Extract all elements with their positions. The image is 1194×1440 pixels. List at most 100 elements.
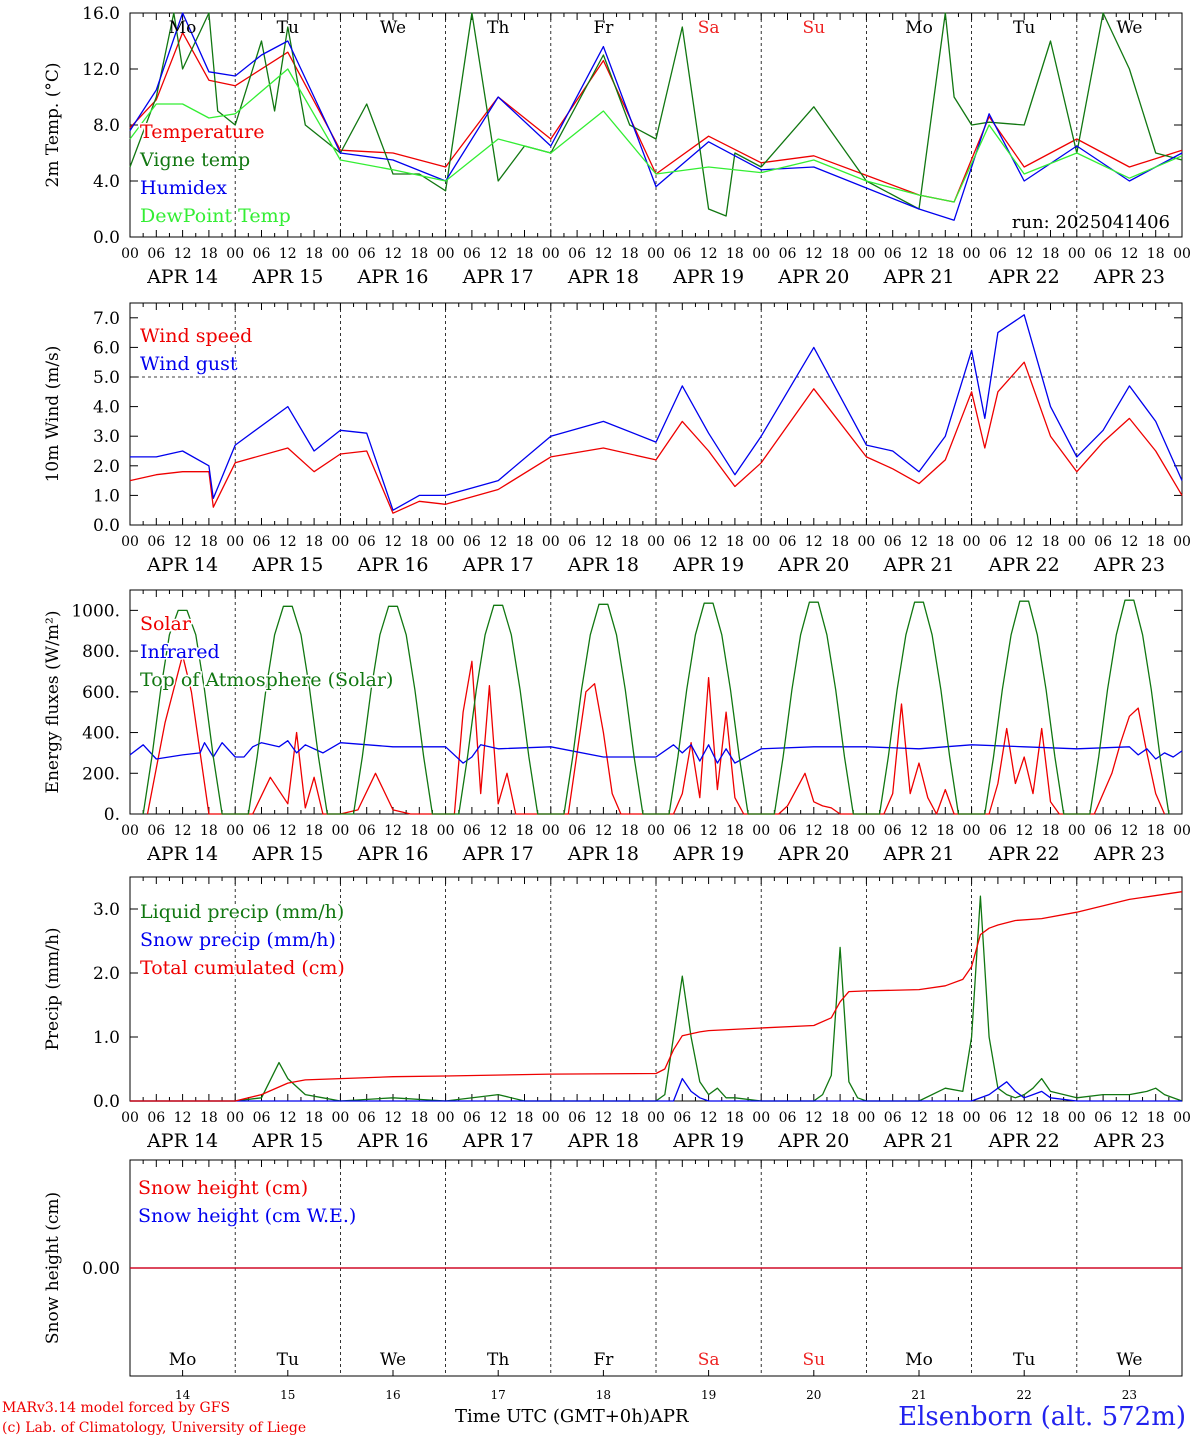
hour-tick-label: 12 [384,1110,402,1126]
date-label: APR 16 [356,843,428,865]
date-label: APR 20 [777,266,849,288]
day-number-label: 21 [911,1388,926,1400]
hour-tick-label: 00 [542,246,560,262]
hour-tick-label: 12 [1120,534,1138,550]
hour-tick-label: 18 [410,246,428,262]
hour-tick-label: 06 [358,534,376,550]
y-tick-label: 1.0 [93,486,120,506]
hour-tick-label: 12 [489,246,507,262]
series-infrared-line [129,740,1183,764]
hour-tick-label: 00 [1068,534,1086,550]
hour-tick-label: 00 [121,534,139,550]
hour-tick-label: 06 [253,534,271,550]
hour-tick-label: 06 [147,1110,165,1126]
y-tick-label: 0.0 [93,1092,120,1112]
hour-tick-label: 06 [147,823,165,839]
day-number-label: 14 [175,1388,191,1400]
hour-tick-label: 06 [253,246,271,262]
hour-tick-label: 00 [752,534,770,550]
hour-tick-label: 12 [174,1110,192,1126]
date-label: APR 22 [988,843,1060,865]
legend-entry: Snow precip (mm/h) [140,929,336,951]
date-label: APR 22 [988,554,1060,576]
legend-entry: Snow height (cm W.E.) [138,1205,356,1227]
date-label: APR 19 [672,1130,744,1152]
hour-tick-label: 06 [1094,1110,1112,1126]
y-tick-label: 400. [82,724,120,744]
y-tick-label: 2.0 [93,457,120,477]
hour-tick-label: 06 [779,1110,797,1126]
hour-tick-label: 12 [910,534,928,550]
date-label: APR 16 [356,554,428,576]
weekday-label: We [380,1350,406,1370]
hour-tick-label: 06 [673,823,691,839]
hour-tick-label: 00 [752,823,770,839]
hour-tick-label: 12 [700,534,718,550]
hour-tick-label: 06 [673,246,691,262]
weekday-label: Su [802,1350,825,1370]
hour-tick-label: 18 [200,1110,218,1126]
y-tick-label: 4.0 [93,172,120,192]
hour-tick-label: 00 [1068,246,1086,262]
hour-tick-label: 12 [1120,1110,1138,1126]
hour-tick-label: 00 [1173,823,1191,839]
hour-tick-label: 12 [700,1110,718,1126]
date-label: APR 17 [462,1130,534,1152]
date-label: APR 17 [462,266,534,288]
date-label: APR 20 [777,554,849,576]
y-axis-label: Precip (mm/h) [43,927,63,1050]
date-label: APR 15 [251,266,323,288]
y-axis-label: 10m Wind (m/s) [43,346,63,483]
legend-entry: DewPoint Temp [140,205,291,227]
y-tick-label: 7.0 [93,309,120,329]
hour-tick-label: 18 [200,534,218,550]
date-label: APR 23 [1093,1130,1165,1152]
series-snow-precip-mm-h-line [130,1077,1182,1102]
hour-tick-label: 12 [594,246,612,262]
y-tick-label: 12.0 [82,60,120,80]
y-tick-label: 1.0 [93,1028,120,1048]
hour-tick-label: 00 [437,534,455,550]
hour-tick-label: 12 [1015,823,1033,839]
hour-tick-label: 06 [463,534,481,550]
hour-tick-label: 18 [936,823,954,839]
station-name: Elsenborn (alt. 572m) [898,1402,1186,1432]
hour-tick-label: 12 [174,246,192,262]
hour-tick-label: 12 [1015,246,1033,262]
hour-tick-label: 12 [1015,1110,1033,1126]
hour-tick-label: 06 [884,246,902,262]
date-label: APR 14 [146,554,218,576]
hour-tick-label: 00 [331,534,349,550]
y-tick-label: 2.0 [93,964,120,984]
hour-tick-label: 06 [673,534,691,550]
hour-tick-label: 18 [1147,246,1165,262]
series-vigne-temp-line [129,12,1183,217]
hour-tick-label: 06 [358,246,376,262]
hour-tick-label: 18 [831,246,849,262]
hour-tick-label: 12 [910,246,928,262]
y-tick-label: 800. [82,642,120,662]
hour-tick-label: 00 [647,823,665,839]
hour-tick-label: 18 [1147,534,1165,550]
hour-tick-label: 12 [489,534,507,550]
weekday-label: Tu [277,1350,299,1370]
day-number-label: 20 [806,1388,821,1400]
time-axis-title: Time UTC (GMT+0h) [455,1406,650,1427]
hour-tick-label: 12 [489,1110,507,1126]
hour-tick-label: 12 [805,246,823,262]
hour-tick-label: 06 [147,246,165,262]
hour-tick-label: 06 [989,1110,1007,1126]
hour-tick-label: 12 [174,534,192,550]
y-tick-label: 3.0 [93,427,120,447]
legend-entry: Solar [140,613,192,635]
hour-tick-label: 06 [463,246,481,262]
hour-tick-label: 18 [831,1110,849,1126]
weekday-label: We [1116,1350,1142,1370]
y-tick-label: 600. [82,683,120,703]
date-label: APR 21 [882,266,954,288]
y-axis-label: 2m Temp. (°C) [43,62,63,187]
hour-tick-label: 00 [437,246,455,262]
legend-entry: Total cumulated (cm) [140,957,345,979]
hour-tick-label: 18 [305,534,323,550]
hour-tick-label: 12 [805,1110,823,1126]
